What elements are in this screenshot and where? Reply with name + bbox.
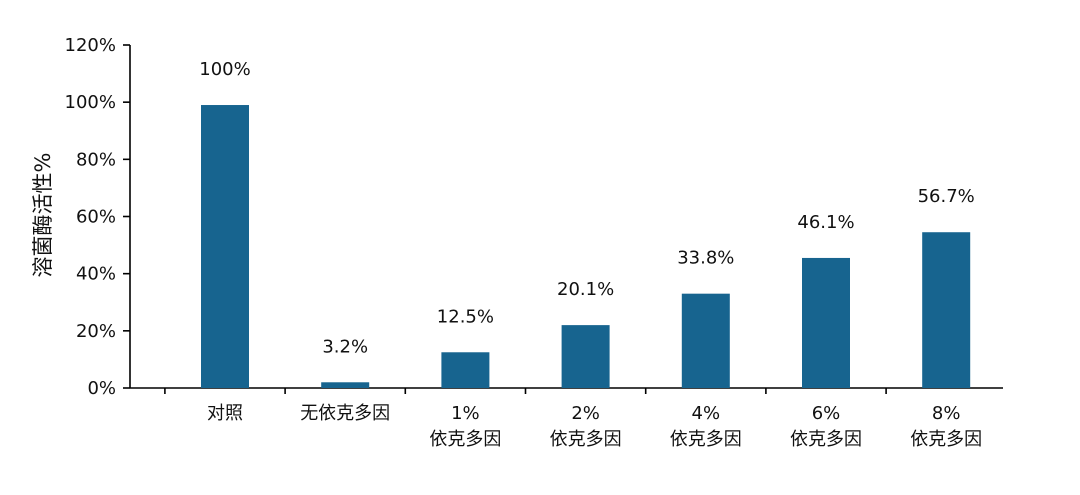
category-label: 无依克多因 — [300, 403, 390, 424]
data-labels: 100% 3.2% 12.5% 20.1% 33.8% 46.1% 56.7% — [199, 59, 975, 357]
y-tick-label: 20% — [76, 321, 116, 342]
y-tick-label: 0% — [87, 378, 116, 399]
bar — [561, 325, 610, 388]
category-label: 4% — [692, 403, 721, 424]
category-label: 依克多因 — [790, 429, 862, 450]
data-label: 12.5% — [437, 306, 494, 327]
axes: 0% 20% 40% 60% 80% 100% 120% — [65, 35, 1003, 399]
category-label: 依克多因 — [910, 429, 982, 450]
category-label: 依克多因 — [670, 429, 742, 450]
category-label: 6% — [812, 403, 841, 424]
category-label: 对照 — [207, 403, 243, 424]
bar — [802, 257, 850, 388]
data-label: 100% — [199, 59, 250, 80]
data-label: 3.2% — [322, 336, 368, 357]
y-tick-label: 80% — [76, 149, 116, 170]
bar — [441, 352, 490, 388]
y-tick-label: 60% — [76, 207, 116, 228]
y-tick-label: 100% — [65, 92, 116, 113]
bar — [681, 293, 730, 388]
category-label: 8% — [932, 403, 961, 424]
bar — [922, 232, 971, 388]
category-labels: 对照 无依克多因 1% 依克多因 2% 依克多因 4% 依克多因 6% 依克多因 8% 依克多因 — [207, 403, 982, 450]
bar — [321, 382, 370, 388]
data-label: 46.1% — [797, 212, 854, 233]
data-label: 56.7% — [918, 186, 975, 207]
x-ticks — [164, 388, 887, 394]
category-label: 1% — [451, 403, 480, 424]
y-axis-title: 溶菌酶活性% — [31, 153, 55, 278]
category-label: 2% — [571, 403, 600, 424]
data-label: 33.8% — [677, 248, 734, 269]
data-label: 20.1% — [557, 279, 614, 300]
bar — [201, 105, 249, 389]
category-label: 依克多因 — [550, 429, 622, 450]
y-tick-label: 120% — [65, 35, 116, 56]
y-tick-label: 40% — [76, 264, 116, 285]
y-ticks: 0% 20% 40% 60% 80% 100% 120% — [65, 35, 130, 399]
category-label: 依克多因 — [429, 429, 501, 450]
bars — [201, 105, 971, 389]
